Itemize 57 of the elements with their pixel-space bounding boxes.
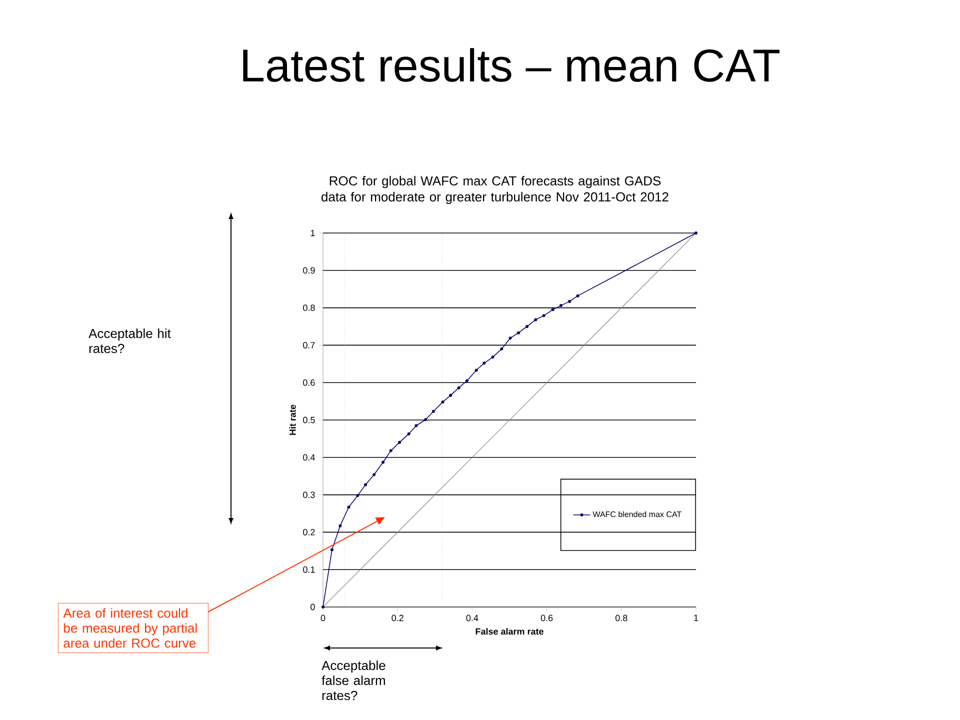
x-tick-label: 0: [320, 614, 326, 622]
point: [508, 336, 512, 340]
y-tick-label: 0.9: [303, 267, 315, 274]
point: [407, 432, 410, 436]
point: [338, 524, 342, 528]
text: Acceptable false alarm rates?: [322, 660, 386, 700]
point: [694, 231, 698, 234]
point: [516, 331, 520, 334]
x-tick-label: 0.6: [540, 614, 553, 622]
point: [398, 440, 401, 444]
chart-title: Latest results – mean CAT: [243, 48, 780, 82]
x-axis-title: False alarm rate: [476, 628, 544, 635]
y-tick-label: 0.5: [303, 416, 315, 424]
x-tick-label: 1: [694, 614, 698, 621]
point: [449, 394, 452, 397]
point: [568, 300, 572, 303]
x-tick-label: 0.8: [616, 614, 628, 622]
point: [474, 368, 478, 372]
point: [356, 494, 360, 498]
point: [465, 379, 468, 382]
point: [424, 418, 428, 422]
x-tick-label: 0.2: [392, 614, 404, 622]
legend-label: WAFC blended max CAT: [592, 511, 682, 518]
y-tick-label: 0.4: [303, 454, 315, 461]
point: [372, 473, 376, 476]
point: [482, 362, 486, 365]
x-tick-label: 0.4: [466, 614, 478, 622]
y-tick-label: 0.6: [303, 379, 315, 386]
point: [330, 548, 334, 552]
point: [559, 304, 562, 308]
point: [491, 356, 494, 359]
y-tick-label: 0.2: [303, 529, 315, 536]
point: [457, 386, 460, 390]
y-tick-label: 0.7: [303, 342, 315, 348]
y-tick-label: 0: [310, 604, 315, 610]
point: [322, 606, 325, 608]
point: [576, 294, 580, 298]
chart-subtitle: ROC for global WAFC max CAT forecasts against GADS data for moderate or greater turbulence Nov 2011-Oct 2012: [322, 176, 668, 204]
point: [432, 410, 435, 413]
point: [414, 424, 418, 428]
y-tick-label: 0.1: [303, 566, 315, 573]
point: [389, 449, 392, 452]
text: Acceptable hit rates?: [88, 328, 171, 354]
point: [441, 400, 444, 404]
y-tick-label: 0.8: [303, 304, 315, 311]
point: [551, 308, 554, 312]
y-axis-title: Hit rate: [289, 404, 296, 435]
text: Area of interest could be measured by partial area under ROC curve: [63, 608, 197, 648]
y-tick-label: 0.3: [303, 492, 315, 498]
point: [364, 483, 368, 486]
y-tick-label: 1: [310, 230, 315, 236]
point: [534, 318, 538, 322]
point: [382, 460, 385, 464]
point: [500, 347, 504, 350]
point: [347, 506, 350, 509]
point: [542, 314, 546, 318]
point: [526, 324, 529, 328]
